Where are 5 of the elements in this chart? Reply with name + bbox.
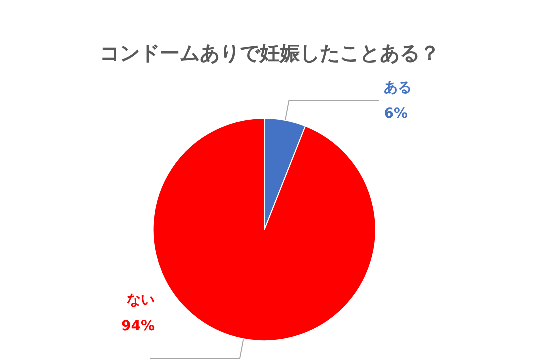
slice-label: ない	[127, 292, 155, 309]
chart-title: コンドームありで妊娠したことある？	[100, 41, 440, 65]
data-label: 94%	[121, 318, 155, 335]
slice-label: ある	[384, 80, 412, 96]
data-label: 6%	[384, 106, 408, 122]
